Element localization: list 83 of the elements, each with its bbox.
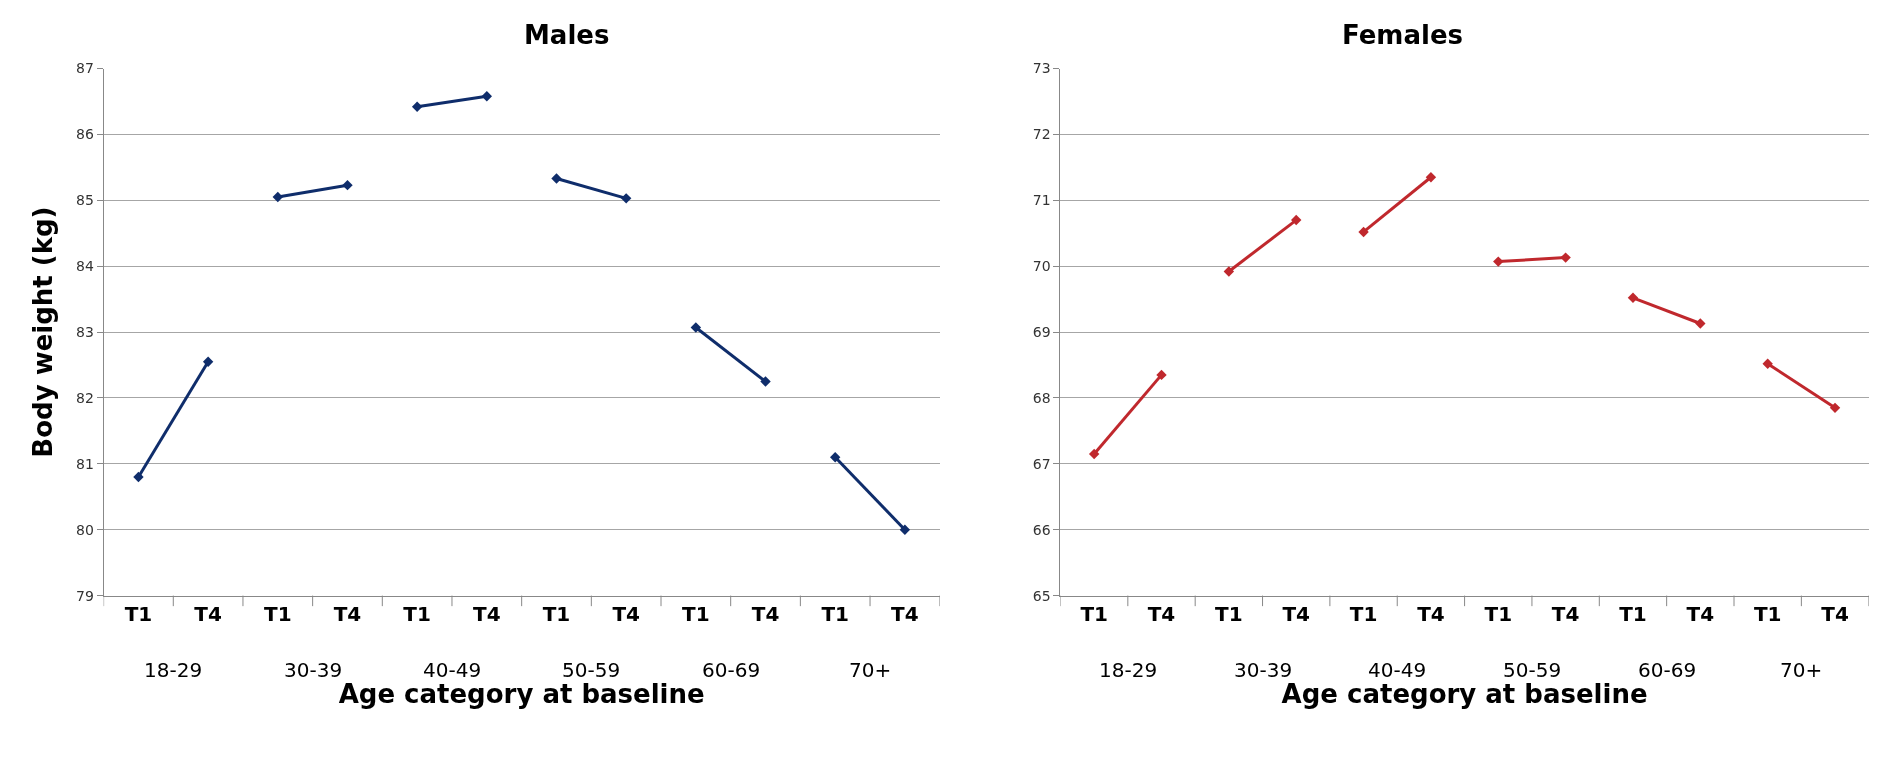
- x-tick-label: T1: [1753, 601, 1782, 626]
- point: [1627, 292, 1639, 304]
- y-tick-label: 70: [1032, 258, 1051, 275]
- text: 70+: [849, 658, 892, 682]
- x-tick-label: T4: [751, 601, 780, 626]
- y-axis-title: Body weight (kg): [28, 206, 59, 458]
- y-tick-label: 79: [75, 587, 94, 604]
- text: 60-69: [702, 658, 761, 682]
- point: [1425, 172, 1437, 183]
- x-tick-label: T4: [333, 601, 362, 626]
- point: [899, 524, 911, 535]
- text: 30-39: [284, 658, 343, 682]
- text: 40-49: [1368, 658, 1427, 682]
- y-tick-label: 67: [1032, 455, 1051, 472]
- text: 50-59: [1503, 658, 1562, 682]
- x-tick-label: T1: [403, 601, 431, 626]
- y-tick-label: 69: [1032, 323, 1051, 340]
- y-tick-label: 66: [1032, 521, 1051, 538]
- point: [620, 193, 632, 204]
- text: 50-59: [562, 658, 621, 682]
- point: [202, 356, 214, 367]
- x-tick-label: T1: [1349, 601, 1378, 626]
- point: [1560, 252, 1571, 263]
- x-tick-label: T1: [1215, 601, 1243, 626]
- x-tick-label: T4: [1821, 601, 1849, 626]
- x-tick-label: T4: [1686, 601, 1715, 626]
- text: 70+: [1780, 658, 1823, 682]
- x-tick-label: T1: [1619, 601, 1647, 626]
- chart-title: Males: [524, 20, 610, 50]
- x-tick-label: T4: [612, 601, 640, 626]
- point: [1358, 226, 1369, 238]
- x-tick-label: T1: [1080, 601, 1108, 626]
- text: 60-69: [1638, 658, 1697, 682]
- x-tick-label: T4: [473, 601, 501, 626]
- y-tick-label: 82: [75, 389, 94, 406]
- y-tick-label: 68: [1032, 389, 1051, 406]
- point: [1156, 369, 1167, 381]
- x-tick-label: T4: [1282, 601, 1310, 626]
- point: [411, 101, 423, 112]
- y-tick-label: 87: [75, 60, 94, 77]
- text: 30-39: [1234, 658, 1293, 682]
- x-tick-label: T4: [1417, 601, 1445, 626]
- point: [760, 376, 771, 387]
- y-tick-label: 65: [1032, 587, 1051, 604]
- point: [1762, 358, 1773, 369]
- x-tick-label: T4: [1147, 601, 1176, 626]
- text: 40-49: [423, 658, 482, 682]
- point: [690, 322, 702, 333]
- point: [272, 191, 283, 203]
- y-tick-label: 72: [1032, 126, 1051, 143]
- text: 18-29: [1099, 658, 1158, 682]
- chart-title: Females: [1342, 20, 1463, 50]
- y-tick-label: 71: [1032, 192, 1051, 209]
- point: [830, 452, 841, 463]
- point: [1088, 448, 1100, 460]
- y-tick-label: 86: [75, 126, 94, 143]
- text: 18-29: [144, 658, 203, 682]
- y-tick-label: 81: [75, 455, 94, 472]
- x-tick-label: T4: [891, 601, 919, 626]
- point: [481, 91, 493, 102]
- x-axis-title: Age category at baseline: [1281, 679, 1648, 710]
- point: [1695, 318, 1706, 329]
- x-tick-label: T4: [194, 601, 222, 626]
- point: [1291, 214, 1302, 226]
- x-tick-label: T1: [264, 601, 292, 626]
- x-tick-label: T1: [1484, 601, 1513, 626]
- x-tick-label: T1: [124, 601, 153, 626]
- x-tick-label: T1: [682, 601, 710, 626]
- point: [133, 471, 144, 483]
- point: [1493, 256, 1504, 267]
- point: [1829, 402, 1841, 414]
- point: [551, 173, 562, 184]
- y-tick-label: 85: [75, 192, 94, 209]
- x-tick-label: T1: [821, 601, 849, 626]
- point: [342, 179, 353, 191]
- x-tick-label: T1: [542, 601, 571, 626]
- y-tick-label: 83: [75, 323, 94, 340]
- point: [1223, 266, 1235, 277]
- x-axis-title: Age category at baseline: [338, 679, 705, 710]
- y-tick-label: 73: [1032, 60, 1051, 77]
- y-tick-label: 80: [75, 521, 94, 538]
- x-tick-label: T4: [1551, 601, 1580, 626]
- y-tick-label: 84: [75, 258, 94, 275]
